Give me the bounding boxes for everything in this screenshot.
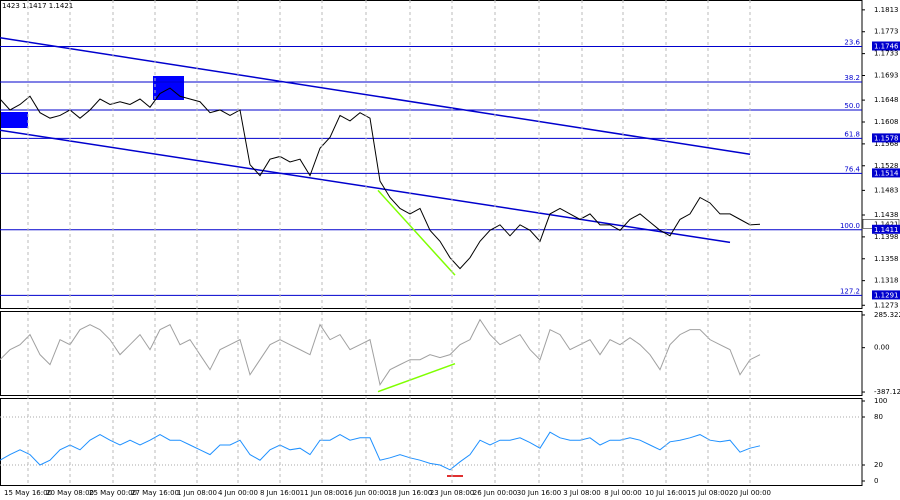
- y-tick-label: 1.1568: [874, 140, 899, 148]
- trend-line: [0, 129, 731, 244]
- y-tick-label: 1.1483: [874, 186, 899, 194]
- y-tick-label: 1.1273: [874, 301, 899, 309]
- y-tick-label: 1.1608: [874, 118, 899, 126]
- price-tag-label: 1.1578: [874, 134, 899, 142]
- panel-frame: [0, 0, 863, 309]
- price-tag: [872, 41, 900, 51]
- y-tick-label: 100: [874, 397, 887, 405]
- price-tag-label: 1.1746: [874, 43, 899, 51]
- fib-label: 76.4: [844, 165, 860, 173]
- x-tick-label: 30 Jun 16:00: [517, 489, 561, 497]
- fib-label: 38.2: [844, 74, 860, 82]
- x-tick-label: 16 Jun 00:00: [344, 489, 388, 497]
- x-tick-label: 27 May 16:00: [131, 489, 179, 497]
- y-tick-label: 1.1693: [874, 71, 899, 79]
- trend-line: [0, 37, 751, 156]
- y-tick-label: 20: [874, 461, 883, 469]
- fib-label: 61.8: [844, 130, 860, 138]
- fib-label: 23.6: [844, 39, 860, 47]
- y-tick-label: 1.1813: [874, 6, 899, 14]
- x-tick-label: 8 Jun 16:00: [260, 489, 300, 497]
- price-tag: [872, 168, 900, 178]
- x-tick-label: 8 Jul 00:00: [604, 489, 642, 497]
- y-tick-label: 1.1358: [874, 255, 899, 263]
- series-line: [0, 318, 761, 386]
- panel-frame: [0, 311, 863, 396]
- series-line: [0, 87, 761, 270]
- y-tick-label: 1.1398: [874, 233, 899, 241]
- x-tick-label: 26 Jun 00:00: [473, 489, 517, 497]
- y-tick-label: 1.1438: [874, 211, 899, 219]
- y-tick-label: 1.1528: [874, 162, 899, 170]
- y-tick-label: 285.322: [874, 311, 900, 319]
- x-tick-label: 4 Jun 00:00: [218, 489, 258, 497]
- series-line: [0, 431, 761, 471]
- price-tag-label: 1.1291: [874, 291, 899, 299]
- y-tick-label: 0: [874, 477, 878, 485]
- trend-line: [377, 189, 456, 276]
- fib-label: 127.2: [840, 287, 860, 295]
- price-tag: [872, 290, 900, 300]
- fib-label: 100.0: [840, 222, 860, 230]
- price-tag-label: 1.1411: [874, 226, 899, 234]
- y-tick-label: 1.1773: [874, 28, 899, 36]
- price-tag: [872, 224, 900, 234]
- price-tag-label: 1.1514: [874, 169, 899, 177]
- y-tick-label: 1.1648: [874, 96, 899, 104]
- x-tick-label: 15 Jul 08:00: [687, 489, 729, 497]
- x-tick-label: 3 Jul 08:00: [563, 489, 601, 497]
- x-tick-label: 20 Jul 00:00: [729, 489, 771, 497]
- panel-frame: [0, 398, 863, 486]
- current-price-label: 1.1421: [874, 220, 899, 228]
- x-tick-label: 10 Jul 16:00: [645, 489, 687, 497]
- x-tick-label: 23 Jun 08:00: [430, 489, 474, 497]
- x-tick-label: 15 May 16:00: [4, 489, 52, 497]
- price-header: 1423 1.1417 1.1421: [2, 2, 73, 10]
- price-tag: [872, 133, 900, 143]
- fib-label: 50.0: [844, 102, 860, 110]
- marker-box: [0, 112, 28, 128]
- x-tick-label: 20 May 08:00: [46, 489, 94, 497]
- x-tick-label: 11 Jun 08:00: [300, 489, 344, 497]
- y-tick-label: -387.129: [874, 388, 900, 396]
- x-tick-label: 18 Jun 16:00: [388, 489, 432, 497]
- y-tick-label: 0.00: [874, 344, 890, 352]
- y-tick-label: 80: [874, 413, 883, 421]
- x-tick-label: 1 Jun 08:00: [177, 489, 217, 497]
- y-tick-label: 1.1318: [874, 277, 899, 285]
- x-tick-label: 25 May 00:00: [89, 489, 137, 497]
- y-tick-label: 1.1733: [874, 50, 899, 58]
- trend-line: [377, 363, 456, 393]
